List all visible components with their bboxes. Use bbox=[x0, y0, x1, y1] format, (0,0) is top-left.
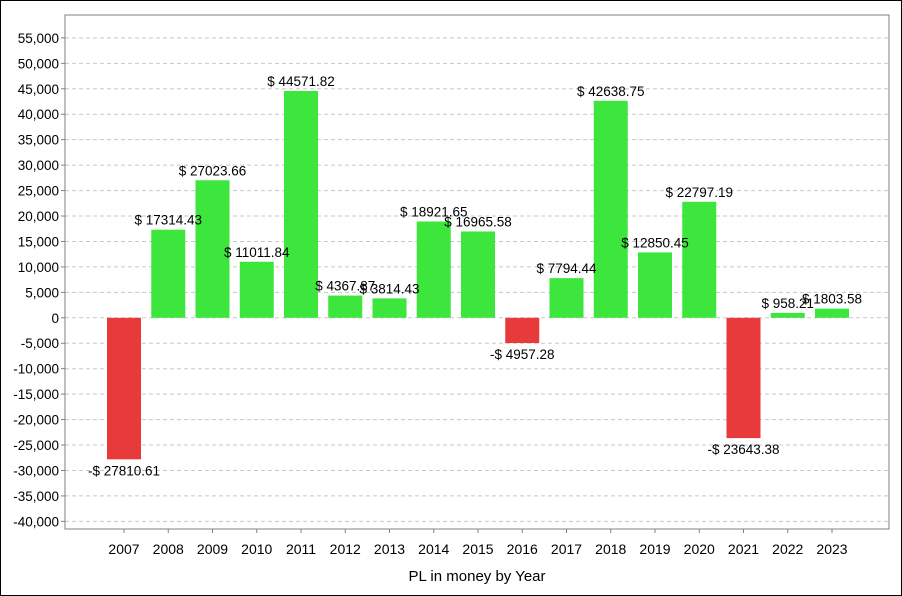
data-label-2008: $ 17314.43 bbox=[134, 213, 202, 228]
x-tick-label-2014: 2014 bbox=[418, 541, 449, 557]
y-tick-label: 25,000 bbox=[18, 184, 59, 199]
data-label-2015: $ 16965.58 bbox=[444, 214, 512, 229]
x-tick-label-2018: 2018 bbox=[595, 541, 626, 557]
y-tick-label: 45,000 bbox=[18, 82, 59, 97]
bar-2008 bbox=[151, 229, 186, 318]
bar-2020 bbox=[682, 201, 717, 318]
y-tick-label: -25,000 bbox=[13, 438, 59, 453]
data-label-2018: $ 42638.75 bbox=[577, 84, 645, 99]
y-tick-label: 55,000 bbox=[18, 31, 59, 46]
bar-2012 bbox=[328, 295, 363, 318]
data-label-2007: -$ 27810.61 bbox=[88, 463, 160, 478]
x-tick-label-2021: 2021 bbox=[728, 541, 759, 557]
x-tick-label-2017: 2017 bbox=[551, 541, 582, 557]
y-tick-label: -10,000 bbox=[13, 362, 59, 377]
x-axis-ticks: 2007 2008 2009 2010 2011 2012 2013 2014 2015 2016… bbox=[108, 529, 848, 557]
bar-2018 bbox=[593, 100, 628, 318]
y-tick-label: 20,000 bbox=[18, 209, 59, 224]
bar-2019 bbox=[638, 252, 672, 318]
x-tick-label-2020: 2020 bbox=[684, 541, 715, 557]
x-axis-title: PL in money by Year bbox=[408, 568, 545, 585]
y-axis-ticks: -40,000 -35,000 -30,000 -25,000 -20,000 -15,0… bbox=[13, 31, 65, 529]
data-label-2009: $ 27023.66 bbox=[179, 163, 247, 178]
data-label-2012: $ 4367.87 bbox=[315, 279, 375, 294]
bar-2017 bbox=[549, 278, 584, 318]
data-label-2011: $ 44571.82 bbox=[267, 74, 335, 89]
y-tick-label: 15,000 bbox=[18, 234, 59, 249]
x-tick-label-2009: 2009 bbox=[197, 541, 228, 557]
y-tick-label: 30,000 bbox=[18, 158, 59, 173]
bar-2015 bbox=[461, 231, 495, 318]
x-tick-label-2019: 2019 bbox=[639, 541, 670, 557]
x-tick-label-2011: 2011 bbox=[286, 541, 316, 557]
y-tick-label: -35,000 bbox=[13, 489, 59, 504]
data-label-2013: $ 3814.43 bbox=[359, 281, 419, 296]
y-tick-label: 5,000 bbox=[25, 285, 59, 300]
bar-2016 bbox=[505, 317, 540, 344]
data-label-2023: $ 1803.58 bbox=[802, 292, 862, 307]
data-label-2021: -$ 23643.38 bbox=[707, 442, 779, 457]
bar-2013 bbox=[372, 298, 407, 318]
x-tick-label-2016: 2016 bbox=[507, 541, 538, 557]
bar-2021 bbox=[726, 317, 761, 439]
bar-2009 bbox=[195, 180, 230, 318]
y-tick-label: 50,000 bbox=[18, 56, 59, 71]
y-tick-label: -40,000 bbox=[13, 514, 59, 529]
data-label-2020: $ 22797.19 bbox=[665, 185, 733, 200]
x-tick-label-2010: 2010 bbox=[241, 541, 272, 557]
y-tick-label: -5,000 bbox=[21, 336, 59, 351]
bar-2007 bbox=[107, 317, 141, 460]
y-tick-label: 10,000 bbox=[18, 260, 59, 275]
x-tick-label-2022: 2022 bbox=[772, 541, 803, 557]
data-label-2016: -$ 4957.28 bbox=[490, 347, 555, 362]
data-label-2014: $ 18921.65 bbox=[400, 205, 468, 220]
bar-2010 bbox=[239, 261, 274, 318]
data-label-2019: $ 12850.45 bbox=[621, 235, 689, 250]
x-tick-label-2012: 2012 bbox=[330, 541, 361, 557]
y-tick-label: 40,000 bbox=[18, 107, 59, 122]
y-tick-label: 0 bbox=[51, 311, 59, 326]
bars bbox=[107, 90, 849, 460]
bar-2022 bbox=[770, 312, 805, 318]
plot-area-border bbox=[64, 14, 890, 530]
data-label-2017: $ 7794.44 bbox=[536, 261, 597, 276]
x-tick-label-2013: 2013 bbox=[374, 541, 405, 557]
data-label-2010: $ 11011.84 bbox=[224, 245, 290, 260]
y-tick-label: -15,000 bbox=[13, 387, 59, 402]
x-tick-label-2008: 2008 bbox=[153, 541, 184, 557]
y-tick-label: -30,000 bbox=[13, 463, 59, 478]
y-tick-label: 35,000 bbox=[18, 133, 59, 148]
bar-2011 bbox=[284, 90, 318, 318]
bar-2014 bbox=[416, 221, 451, 318]
data-label-2022: $ 958.21 bbox=[761, 296, 814, 311]
x-tick-label-2007: 2007 bbox=[108, 541, 139, 557]
data-labels: -$ 27810.61 $ 17314.43 $ 27023.66 $ 11011.8… bbox=[88, 74, 862, 478]
bar-2023 bbox=[815, 308, 849, 318]
x-tick-label-2015: 2015 bbox=[462, 541, 493, 557]
y-tick-label: -20,000 bbox=[13, 413, 59, 428]
x-tick-label-2023: 2023 bbox=[816, 541, 847, 557]
